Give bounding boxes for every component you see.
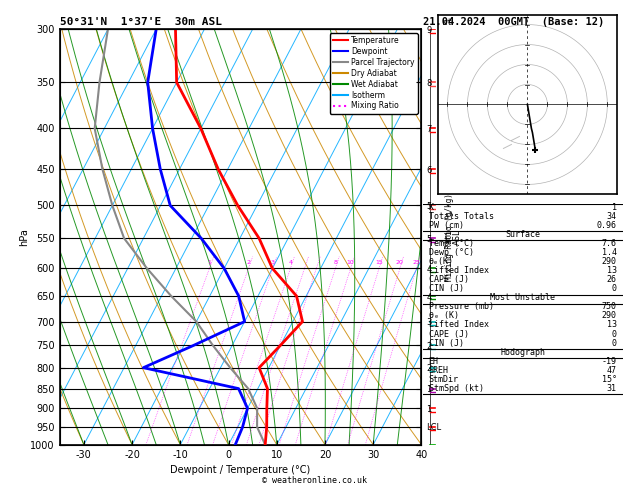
Text: -19: -19 [602,357,616,365]
Text: 20: 20 [396,260,404,265]
Text: CIN (J): CIN (J) [429,284,464,293]
X-axis label: Dewpoint / Temperature (°C): Dewpoint / Temperature (°C) [170,465,311,475]
Text: Surface: Surface [505,230,540,239]
Text: 0: 0 [612,339,616,347]
Text: 21.04.2024  00GMT  (Base: 12): 21.04.2024 00GMT (Base: 12) [423,17,604,27]
Text: StmDir: StmDir [429,375,459,384]
Text: kt: kt [442,17,452,27]
Legend: Temperature, Dewpoint, Parcel Trajectory, Dry Adiabat, Wet Adiabat, Isotherm, Mi: Temperature, Dewpoint, Parcel Trajectory… [330,33,418,114]
Text: 1: 1 [208,260,211,265]
Text: PW (cm): PW (cm) [429,221,464,230]
Text: 13: 13 [607,320,616,330]
Text: 15°: 15° [602,375,616,384]
Text: Lifted Index: Lifted Index [429,266,489,275]
Text: 1: 1 [612,203,616,212]
Text: Hodograph: Hodograph [500,347,545,357]
Text: 4: 4 [289,260,292,265]
Text: 15: 15 [375,260,383,265]
Text: 750: 750 [602,302,616,312]
Text: 290: 290 [602,312,616,320]
Text: 0.96: 0.96 [597,221,616,230]
Text: 31: 31 [607,384,616,393]
Text: © weatheronline.co.uk: © weatheronline.co.uk [262,476,367,485]
Y-axis label: km
ASL: km ASL [443,229,462,245]
Y-axis label: hPa: hPa [19,228,29,246]
Text: Pressure (mb): Pressure (mb) [429,302,494,312]
Text: θₑ(K): θₑ(K) [429,257,454,266]
Text: 34: 34 [607,212,616,221]
Text: Most Unstable: Most Unstable [490,294,555,302]
Text: θₑ (K): θₑ (K) [429,312,459,320]
Text: SREH: SREH [429,365,448,375]
Text: StmSpd (kt): StmSpd (kt) [429,384,484,393]
Text: Temp (°C): Temp (°C) [429,239,474,248]
Text: 10: 10 [347,260,355,265]
Text: 0: 0 [612,330,616,339]
Text: Lifted Index: Lifted Index [429,320,489,330]
Text: EH: EH [429,357,438,365]
Text: CAPE (J): CAPE (J) [429,275,469,284]
Text: 2: 2 [247,260,250,265]
Text: Mixing Ratio (g/kg): Mixing Ratio (g/kg) [445,193,454,281]
Text: 50°31'N  1°37'E  30m ASL: 50°31'N 1°37'E 30m ASL [60,17,222,27]
Text: 47: 47 [607,365,616,375]
Text: Totals Totals: Totals Totals [429,212,494,221]
Text: 13: 13 [607,266,616,275]
Text: 7.6: 7.6 [602,239,616,248]
Text: CAPE (J): CAPE (J) [429,330,469,339]
Text: 3: 3 [270,260,275,265]
Text: 26: 26 [607,275,616,284]
Text: 25: 25 [413,260,420,265]
Text: Dewp (°C): Dewp (°C) [429,248,474,257]
Text: 8: 8 [333,260,337,265]
Text: 0: 0 [612,284,616,293]
Text: 290: 290 [602,257,616,266]
Text: 1.4: 1.4 [602,248,616,257]
Text: CIN (J): CIN (J) [429,339,464,347]
Text: K: K [429,203,433,212]
